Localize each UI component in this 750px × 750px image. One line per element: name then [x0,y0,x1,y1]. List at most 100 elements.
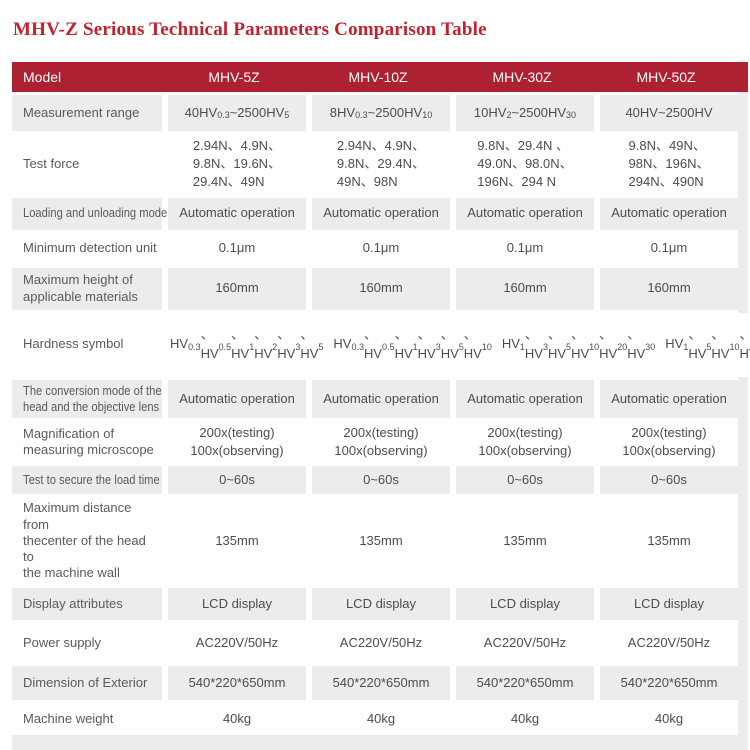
param-label-cell: Test force [12,134,162,195]
param-value-cell: 540*220*650mm [600,665,738,700]
param-value-cell: AC220V/50Hz [456,622,594,663]
param-value-cell: HV 0.3 、HV 0.5、 HV 1 、HV 3、 HV 5 、HV 10 [331,312,494,377]
param-label-cell: Maximum height of applicable materials [12,267,162,310]
table-row: Maximum distance from thecenter of the h… [12,497,738,585]
param-value-cell: Automatic operation [600,379,738,419]
param-label-cell: Display attributes [12,587,162,620]
param-label-text: Loading and unloading mode [23,205,168,221]
param-label-cell: Magnification of measuring microscope [12,421,162,464]
param-value-cell: 9.8N、29.4N 、 49.0N、98.0N、 196N、294 N [456,134,594,195]
param-label-cell: Machine weight [12,702,162,735]
table-row: The conversion mode of the head and the … [12,379,738,419]
param-value-cell: 0~60s [312,466,450,495]
param-label-text: Machine weight [23,710,114,726]
param-value-cell: 40kg [312,702,450,735]
param-value-cell: 540*220*650mm [312,665,450,700]
param-value-cell: 8HV 0.3 ~2500HV 10 [312,95,450,131]
param-label-cell: Test to secure the load time [12,466,162,495]
page-title: MHV-Z Serious Technical Parameters Compa… [13,19,487,40]
column-header-mhv-30z: MHV-30Z [492,69,552,85]
param-value-cell: 540*220*650mm [456,665,594,700]
param-value-cell: Automatic operation [600,197,738,230]
param-value-cell: 135mm [312,497,450,585]
table-row: Minimum detection unit 0.1μm 0.1μm 0.1μm 0.1… [12,232,738,265]
param-value-cell: AC220V/50Hz [168,622,306,663]
param-value-cell: Automatic operation [312,379,450,419]
param-value-cell: Automatic operation [456,197,594,230]
param-value-cell: 135mm [600,497,738,585]
param-value-cell: 160mm [456,267,594,310]
param-value-cell: 200x(testing) 100x(observing) [312,421,450,464]
comparison-table: Model MHV-5Z MHV-10Z MHV-30Z MHV-50Z Mea… [12,62,750,750]
table-row: Measurement range 40HV 0.3 ~2500HV 5 8HV 0.3 ~2… [12,95,738,131]
param-value-cell: AC220V/50Hz [312,622,450,663]
param-value-cell: 40HV 0.3 ~2500HV 5 [168,95,306,131]
param-value-cell: HV 0.3 、HV 0.5、 HV 1 、HV 2、 HV 3 、HV 5 [168,312,326,377]
param-value-cell: LCD display [312,587,450,620]
param-value-cell: 0~60s [168,466,306,495]
param-label-text: Maximum distance from thecenter of the h… [23,500,146,581]
param-value-cell: 540*220*650mm [168,665,306,700]
param-label-text: Maximum height of applicable materials [23,272,138,304]
column-header-mhv-50z: MHV-50Z [636,69,696,85]
param-value-cell: Automatic operation [168,379,306,419]
table-row: Dimension of Exterior 540*220*650mm 540*22… [12,665,738,700]
column-header-model: Model [23,69,62,85]
table-row: Machine weight 40kg 40kg 40kg 40kg [12,702,738,735]
table-row: Loading and unloading mode Automatic oper… [12,197,738,230]
param-value-cell: 2.94N、4.9N、 9.8N、29.4N、 49N、98N [312,134,450,195]
param-label-cell: Maximum distance from thecenter of the h… [12,497,162,585]
param-value-cell: 0.1μm [456,232,594,265]
param-label-text: Magnification of measuring microscope [23,426,154,458]
param-value-cell: 135mm [168,497,306,585]
param-label-text: Minimum detection unit [23,240,157,256]
param-value-cell: 2.94N、4.9N、 9.8N、19.6N、 29.4N、49N [168,134,306,195]
param-value-cell: 0.1μm [600,232,738,265]
param-label-cell: The conversion mode of the head and the … [12,379,162,419]
table-row: Display attributes LCD display LCD display… [12,587,738,620]
param-value-cell: HV 1 、HV 3、 HV 5 、HV 10、 HV 20 、HV 30 [499,312,658,377]
param-label-cell: Loading and unloading mode [12,197,167,230]
param-value-cell: 200x(testing) 100x(observing) [456,421,594,464]
param-value-cell: 9.8N、49N、 98N、196N、 294N、490N [600,134,738,195]
column-header-mhv-10z: MHV-10Z [348,69,408,85]
param-value-cell: 0~60s [600,466,738,495]
param-label-cell: Power supply [12,622,162,663]
param-label-cell: Hardness symbol [12,312,162,377]
param-value-cell: 40HV~2500HV [600,95,738,131]
param-value-cell: 160mm [168,267,306,310]
table-header-row: Model MHV-5Z MHV-10Z MHV-30Z MHV-50Z [12,62,748,92]
param-value-cell: Automatic operation [312,197,450,230]
param-value-cell: LCD display [456,587,594,620]
param-value-cell: 10HV 2 ~2500HV 30 [456,95,594,131]
table-row: Power supply AC220V/50Hz AC220V/50Hz AC220V… [12,622,738,663]
param-label-text: Dimension of Exterior [23,674,148,690]
param-value-cell: 160mm [312,267,450,310]
param-value-cell: 40kg [456,702,594,735]
param-label-cell: Measurement range [12,95,162,131]
param-label-text: Hardness symbol [23,336,124,352]
table-row: Maximum height of applicable materials 16… [12,267,738,310]
param-label-text: Measurement range [23,104,140,120]
table-row: Hardness symbol HV 0.3 、HV 0.5、 HV 1 、HV 2、 HV 3 、H… [12,312,750,377]
table-row: Test force 2.94N、4.9N、 9.8N、19.6N、 29.4N、… [12,134,738,195]
param-value-cell: LCD display [600,587,738,620]
param-value-cell: 160mm [600,267,738,310]
param-value-cell: 40kg [168,702,306,735]
param-label-text: Display attributes [23,595,123,611]
param-label-text: Test to secure the load time [23,472,160,488]
param-label-text: Power supply [23,634,102,650]
param-value-cell: LCD display [168,587,306,620]
param-value-cell: 200x(testing) 100x(observing) [168,421,306,464]
param-value-cell: 0.1μm [168,232,306,265]
param-value-cell: AC220V/50Hz [600,622,738,663]
param-value-cell: 40kg [600,702,738,735]
table-body: Measurement range 40HV 0.3 ~2500HV 5 8HV 0.3 ~2… [12,92,750,735]
param-label-text: Test force [23,156,80,172]
column-header-mhv-5z: MHV-5Z [208,69,260,85]
table-row: Magnification of measuring microscope 200… [12,421,738,464]
param-label-cell: Dimension of Exterior [12,665,162,700]
param-label-cell: Minimum detection unit [12,232,162,265]
param-value-cell: 200x(testing) 100x(observing) [600,421,738,464]
